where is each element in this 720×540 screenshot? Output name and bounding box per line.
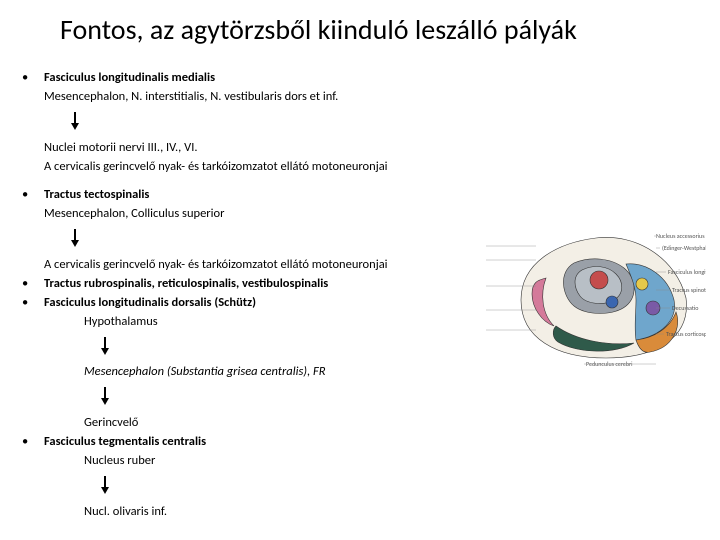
arrow-down-icon bbox=[100, 476, 110, 494]
svg-text:Decussatio: Decussatio bbox=[672, 304, 698, 312]
line-1: Fasciculus longitudinalis medialis bbox=[44, 70, 480, 87]
content-block: • Fasciculus longitudinalis medialis Mes… bbox=[20, 70, 480, 523]
svg-text:Tractus spinothalamicus: Tractus spinothalamicus bbox=[672, 286, 706, 294]
line-12: Gerincvelő bbox=[44, 415, 480, 432]
bullet-icon: • bbox=[20, 70, 44, 87]
bullet-icon: • bbox=[20, 187, 44, 204]
bullet-icon: • bbox=[20, 434, 44, 451]
line-6: Mesencephalon, Colliculus superior bbox=[44, 206, 480, 223]
line-5: Tractus tectospinalis bbox=[44, 187, 480, 204]
arrow-down-icon bbox=[70, 229, 80, 247]
line-15: Nucl. olivaris inf. bbox=[44, 504, 480, 521]
slide-title: Fontos, az agytörzsből kiinduló leszálló… bbox=[60, 12, 700, 47]
arrow-down-icon bbox=[70, 112, 80, 130]
line-11: Mesencephalon (Substantia grisea central… bbox=[44, 364, 480, 381]
svg-text:(Edinger-Westphal): (Edinger-Westphal) bbox=[662, 244, 706, 252]
line-14: Nucleus ruber bbox=[44, 453, 480, 470]
svg-text:Nucleus accessorius n. III.: Nucleus accessorius n. III. bbox=[656, 232, 706, 240]
bullet-icon: • bbox=[20, 276, 44, 293]
line-3: Nuclei motorii nervi III., IV., VI. bbox=[44, 140, 480, 157]
bullet-icon: • bbox=[20, 295, 44, 312]
svg-text:Tractus corticospinalis: Tractus corticospinalis bbox=[666, 330, 706, 338]
line-10: Hypothalamus bbox=[44, 314, 480, 331]
line-2: Mesencephalon, N. interstitialis, N. ves… bbox=[44, 89, 480, 106]
brainstem-diagram: Nucleus nervi oculomotorii III.Substanti… bbox=[486, 208, 706, 378]
line-9: Fasciculus longitudinalis dorsalis (Schü… bbox=[44, 295, 480, 312]
arrow-down-icon bbox=[100, 387, 110, 405]
line-4: A cervicalis gerincvelő nyak- és tarkóiz… bbox=[44, 159, 480, 176]
arrow-down-icon bbox=[100, 337, 110, 355]
line-8: Tractus rubrospinalis, reticulospinalis,… bbox=[44, 276, 480, 293]
svg-text:Fasciculus longitudinalis medi: Fasciculus longitudinalis medialis bbox=[668, 268, 706, 276]
line-7: A cervicalis gerincvelő nyak- és tarkóiz… bbox=[44, 257, 480, 274]
line-13: Fasciculus tegmentalis centralis bbox=[44, 434, 480, 451]
